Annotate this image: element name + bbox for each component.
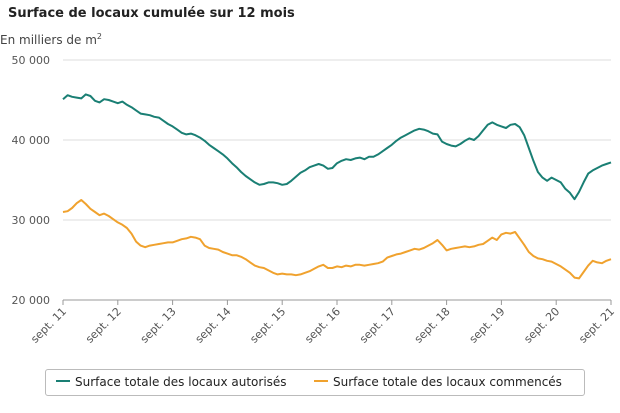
series-line-autorises <box>62 93 612 201</box>
y-tick-label: 20 000 <box>12 294 51 307</box>
y-tick-label: 40 000 <box>12 134 51 147</box>
x-tick-label: sept. 20 <box>521 305 562 346</box>
legend-swatch-commences <box>314 379 328 382</box>
chart-title: Surface de locaux cumulée sur 12 mois <box>8 6 295 21</box>
x-tick-label: sept. 11 <box>28 305 69 346</box>
series-lines <box>62 93 612 280</box>
y-axis-unit-superscript: 2 <box>96 32 103 41</box>
x-tick-label: sept. 21 <box>576 305 617 346</box>
legend-item-autorises[interactable]: Surface totale des locaux autorisés <box>56 375 287 389</box>
y-axis-unit-label: En milliers de m2 <box>0 32 102 47</box>
legend: Surface totale des locaux autorisés Surf… <box>45 369 585 396</box>
x-axis-ticks: sept. 11 sept. 12 sept. 13 sept. 14 sept. 15… <box>28 300 617 346</box>
y-axis-unit-text: En milliers de m <box>0 33 97 47</box>
series-line-commences <box>62 199 612 280</box>
y-axis-ticks: 20 000 30 000 40 000 50 000 <box>12 54 51 307</box>
x-tick-label: sept. 15 <box>247 305 288 346</box>
x-tick-label: sept. 14 <box>193 305 234 346</box>
x-tick-label: sept. 17 <box>357 305 398 346</box>
grid-lines <box>63 59 611 301</box>
y-tick-label: 30 000 <box>12 214 51 227</box>
x-tick-label: sept. 18 <box>412 305 453 346</box>
legend-label-commences: Surface totale des locaux commencés <box>333 375 562 389</box>
x-tick-label: sept. 13 <box>138 305 179 346</box>
x-tick-label: sept. 19 <box>467 305 508 346</box>
legend-item-commences[interactable]: Surface totale des locaux commencés <box>314 375 562 389</box>
x-tick-label: sept. 16 <box>302 305 343 346</box>
legend-swatch-autorises <box>56 379 70 382</box>
x-tick-label: sept. 12 <box>83 305 124 346</box>
y-tick-label: 50 000 <box>12 54 51 67</box>
legend-label-autorises: Surface totale des locaux autorisés <box>75 375 287 389</box>
